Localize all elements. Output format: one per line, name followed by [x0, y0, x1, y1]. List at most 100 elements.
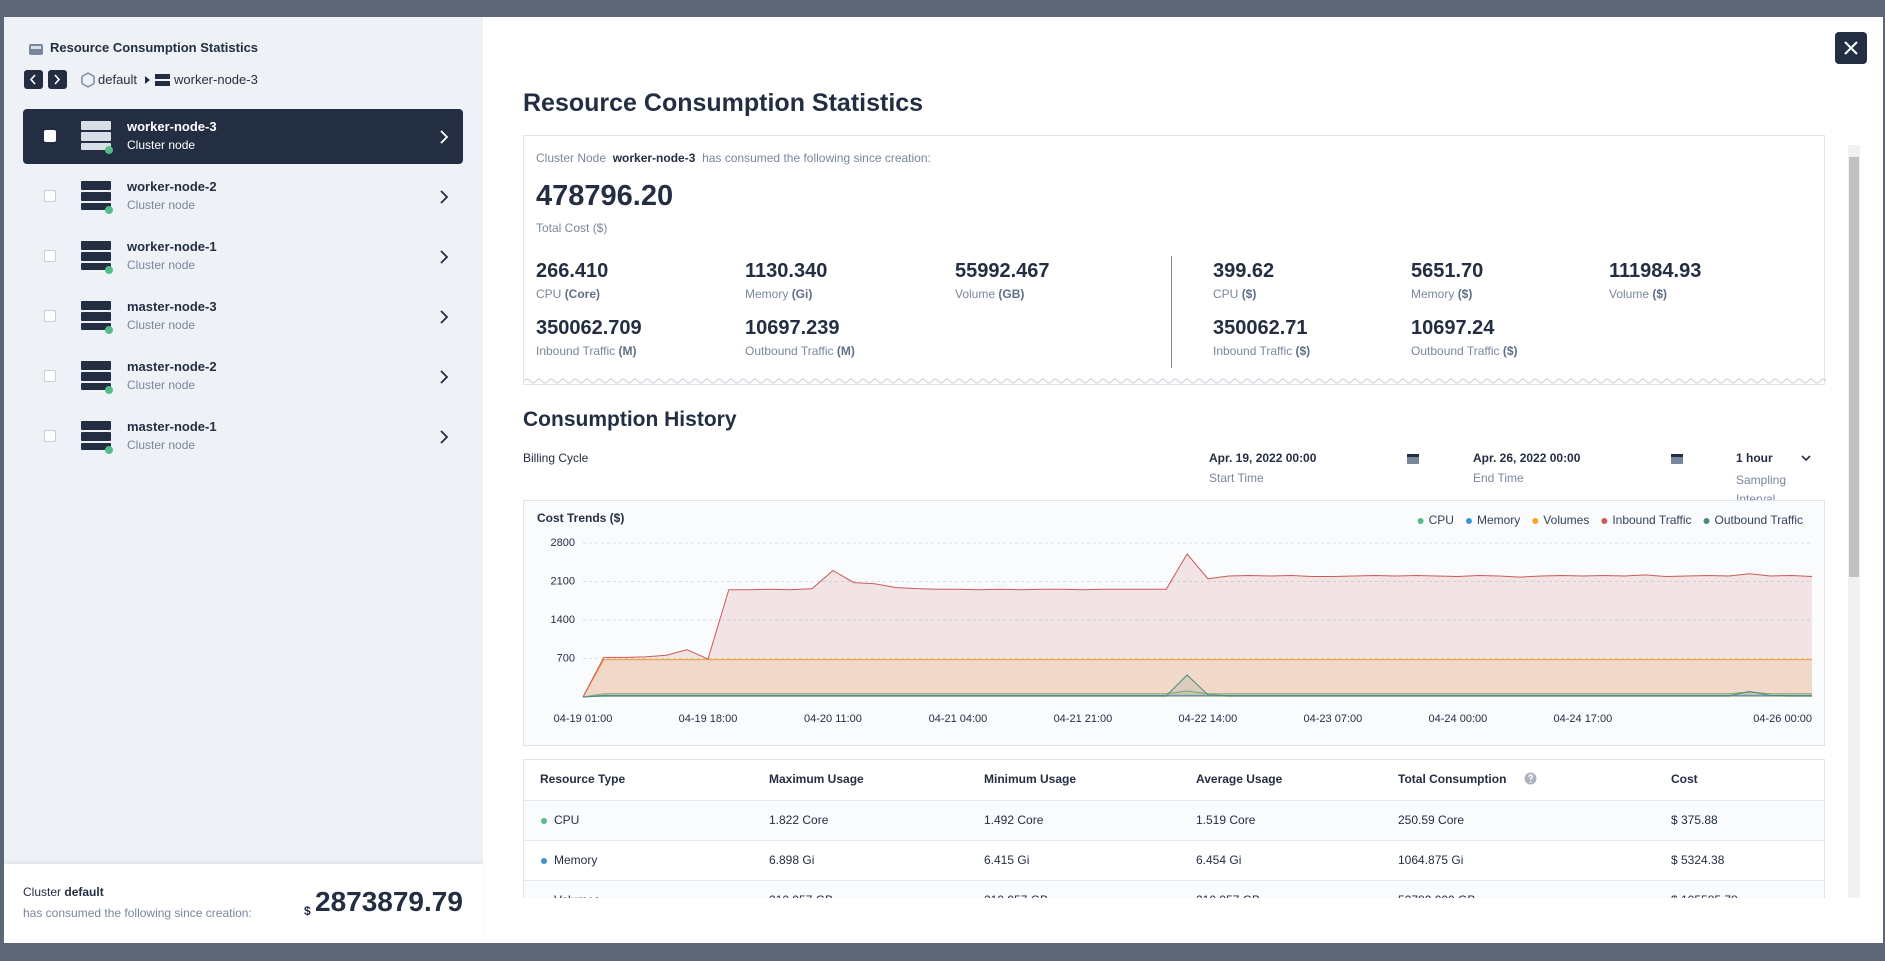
node-type: Cluster node — [127, 438, 195, 452]
metric-name: Volume — [1609, 287, 1649, 301]
table-cell: CPU — [554, 813, 579, 827]
x-tick-label: 04-19 18:00 — [679, 713, 738, 725]
metric-value: 111984.93 — [1609, 260, 1701, 283]
metric: 399.62CPU ($) — [1213, 260, 1274, 301]
metric-name: Memory — [745, 287, 788, 301]
column-header: Average Usage — [1196, 772, 1282, 786]
cluster-icon — [80, 72, 96, 88]
calendar-icon[interactable] — [1406, 451, 1420, 465]
legend-label[interactable]: Inbound Traffic — [1612, 513, 1691, 527]
main-title: Resource Consumption Statistics — [523, 89, 923, 118]
metric-unit: ($) — [1242, 287, 1257, 301]
metric: 5651.70Memory ($) — [1411, 260, 1483, 301]
x-tick-label: 04-24 17:00 — [1554, 713, 1613, 725]
node-item[interactable]: worker-node-1Cluster node — [23, 229, 463, 284]
metric-name: Volume — [955, 287, 995, 301]
metric-label: Memory (Gi) — [745, 287, 827, 301]
start-label: Start Time — [1209, 471, 1264, 485]
checkbox[interactable] — [44, 190, 56, 202]
checkbox[interactable] — [44, 370, 56, 382]
checkbox[interactable] — [44, 250, 56, 262]
node-item[interactable]: master-node-1 Cluster node — [23, 409, 463, 464]
column-header: Maximum Usage — [769, 772, 864, 786]
node-item[interactable]: worker-node-3 Cluster node — [23, 109, 463, 164]
metric-value: 1130.340 — [745, 260, 827, 283]
metric-unit: (M) — [837, 344, 855, 358]
x-tick-label: 04-20 11:00 — [804, 713, 862, 725]
node-type: Cluster node — [127, 318, 195, 332]
close-button[interactable] — [1835, 32, 1867, 64]
metric-unit: (M) — [619, 344, 637, 358]
metric-name: Outbound Traffic — [1411, 344, 1500, 358]
node-type: Cluster node — [127, 138, 195, 152]
metric: 55992.467 Volume (GB) — [955, 260, 1050, 301]
metric: 111984.93Volume ($) — [1609, 260, 1701, 301]
metric: 266.410CPU (Core) — [536, 260, 608, 301]
metric-name: CPU — [1213, 287, 1238, 301]
metric-value: 10697.24 — [1411, 317, 1518, 340]
x-tick-label: 04-23 07:00 — [1304, 713, 1363, 725]
legend-label[interactable]: Memory — [1477, 513, 1520, 527]
node-type: Cluster node — [127, 198, 195, 212]
wavy-edge — [524, 376, 1826, 386]
status-dot — [541, 858, 547, 864]
metric-value: 350062.709 — [536, 317, 642, 340]
node-item[interactable]: worker-node-2 Cluster node — [23, 169, 463, 224]
interval-select[interactable]: 1 hour — [1736, 451, 1773, 465]
calendar-icon[interactable] — [1670, 451, 1684, 465]
metric-label: Outbound Traffic ($) — [1411, 344, 1518, 358]
nav-buttons[interactable] — [24, 70, 68, 89]
breadcrumb-arrow — [144, 75, 152, 85]
node-name: worker-node-3 — [127, 119, 217, 134]
legend-label[interactable]: CPU — [1429, 513, 1454, 527]
metric-value: 266.410 — [536, 260, 608, 283]
table-cell: 1.822 Core — [769, 813, 828, 827]
end-date[interactable]: Apr. 26, 2022 00:00 — [1473, 451, 1580, 465]
metric-name: CPU — [536, 287, 561, 301]
sidebar-footer: Cluster default has consumed the followi… — [4, 864, 483, 943]
summary-total-label: Total Cost ($) — [536, 221, 607, 235]
metric-label: Volume (GB) — [955, 287, 1050, 301]
legend-label[interactable]: Volumes — [1543, 513, 1589, 527]
metric-value: 55992.467 — [955, 260, 1050, 283]
sidebar: Resource Consumption Statistics default … — [4, 17, 483, 943]
help-icon[interactable] — [1524, 772, 1537, 785]
legend-label[interactable]: Outbound Traffic — [1715, 513, 1804, 527]
metric-unit: (Gi) — [792, 287, 813, 301]
chart-title: Cost Trends ($) — [537, 511, 624, 525]
node-name: worker-node-2 — [127, 179, 217, 194]
node-item[interactable]: master-node-2Cluster node — [23, 349, 463, 404]
metric-label: Outbound Traffic (M) — [745, 344, 855, 358]
chevron — [438, 430, 450, 444]
chevron — [438, 190, 450, 204]
y-tick-label: 700 — [557, 652, 575, 664]
billing-label: Billing Cycle — [523, 451, 588, 465]
legend-dot — [1418, 518, 1424, 524]
scrollbar[interactable] — [1848, 145, 1860, 912]
checkbox[interactable] — [44, 430, 56, 442]
summary-card: Cluster Node worker-node-3 has consumed … — [523, 135, 1825, 385]
table-cell: 6.454 Gi — [1196, 853, 1241, 867]
y-tick-label: 2800 — [551, 537, 575, 549]
chart: Cost Trends ($) 70014002100280004-19 01:… — [524, 501, 1824, 745]
metric-name: Outbound Traffic — [745, 344, 834, 358]
chevron — [438, 370, 450, 384]
node-icon — [79, 239, 115, 275]
breadcrumb[interactable]: default — [98, 72, 137, 87]
metric: 350062.71Inbound Traffic ($) — [1213, 317, 1310, 358]
footer-label: Cluster — [23, 885, 61, 899]
metric: 350062.709Inbound Traffic (M) — [536, 317, 642, 358]
legend-dot — [1532, 518, 1538, 524]
status-dot — [541, 818, 547, 824]
dropdown-icon[interactable] — [1800, 453, 1812, 463]
checkbox[interactable] — [44, 130, 56, 142]
y-tick-label: 1400 — [551, 614, 575, 626]
table-row — [524, 840, 1824, 880]
node-name: master-node-1 — [127, 419, 217, 434]
start-date[interactable]: Apr. 19, 2022 00:00 — [1209, 451, 1316, 465]
node-item[interactable]: master-node-3Cluster node — [23, 289, 463, 344]
checkbox[interactable] — [44, 310, 56, 322]
metric-value: 350062.71 — [1213, 317, 1310, 340]
column-header: Total Consumption — [1398, 772, 1506, 786]
